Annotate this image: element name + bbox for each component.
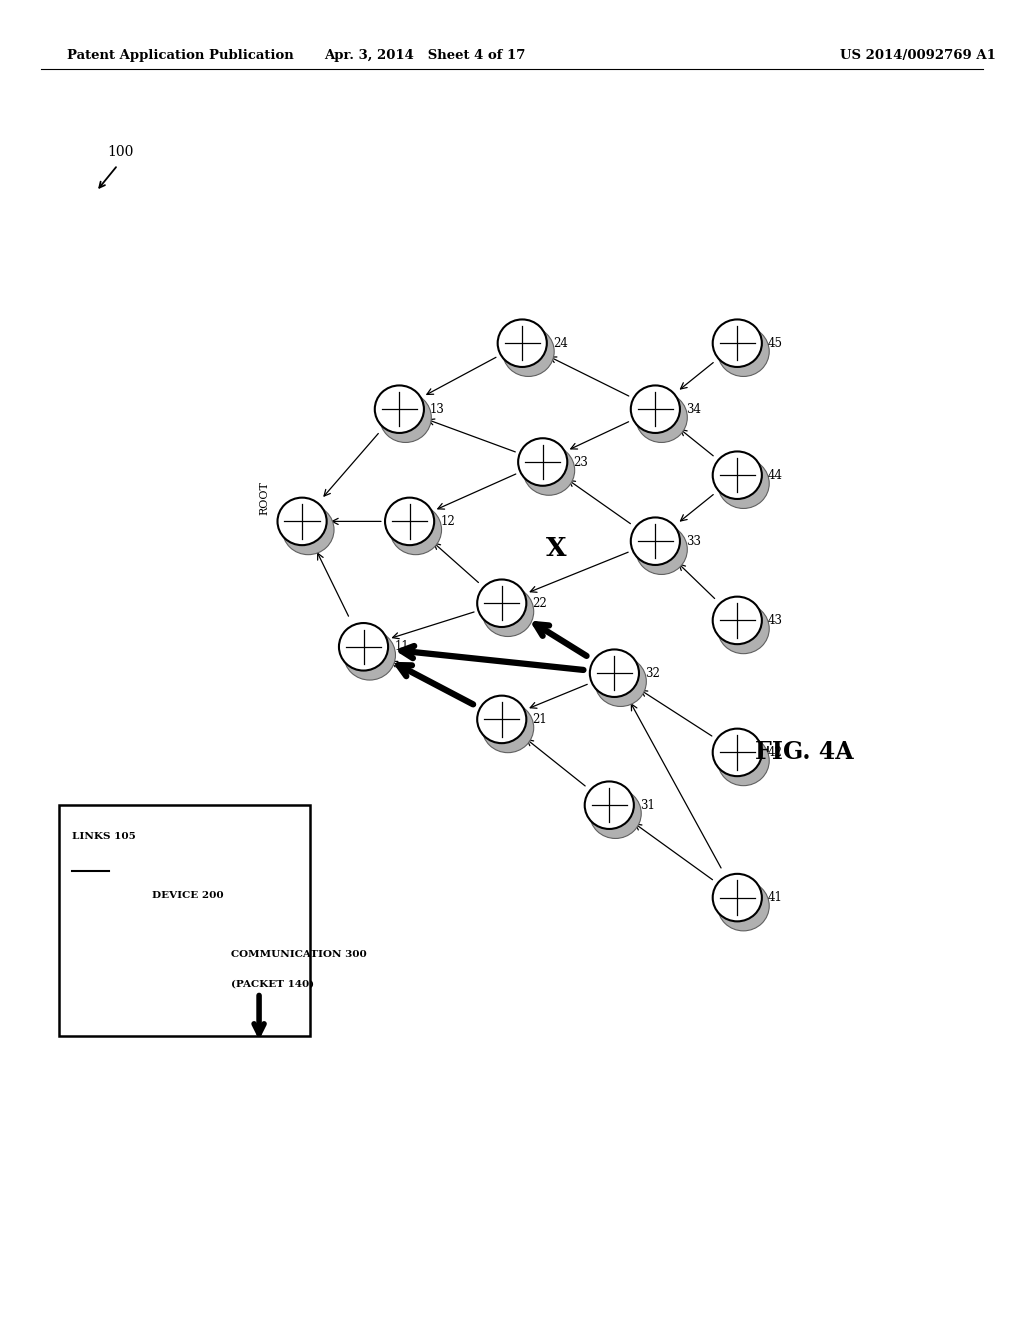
Ellipse shape [344,630,395,680]
Ellipse shape [380,392,431,442]
Text: COMMUNICATION 300: COMMUNICATION 300 [231,950,368,960]
Ellipse shape [150,916,190,953]
Ellipse shape [477,579,526,627]
Ellipse shape [375,385,424,433]
Ellipse shape [482,702,534,752]
Ellipse shape [718,326,769,376]
Text: 23: 23 [573,455,589,469]
Text: Apr. 3, 2014   Sheet 4 of 17: Apr. 3, 2014 Sheet 4 of 17 [325,49,525,62]
Text: ROOT: ROOT [259,480,269,515]
Text: US 2014/0092769 A1: US 2014/0092769 A1 [840,49,995,62]
Text: 45: 45 [768,337,783,350]
Ellipse shape [636,392,687,442]
Ellipse shape [385,498,434,545]
Text: 44: 44 [768,469,783,482]
Ellipse shape [631,385,680,433]
Ellipse shape [390,504,441,554]
Ellipse shape [718,603,769,653]
Text: LINKS 105: LINKS 105 [72,832,135,841]
Text: 33: 33 [686,535,701,548]
Text: X: X [546,536,566,561]
Text: 34: 34 [686,403,701,416]
Ellipse shape [482,586,534,636]
Ellipse shape [498,319,547,367]
Ellipse shape [503,326,554,376]
Ellipse shape [713,319,762,367]
Ellipse shape [718,735,769,785]
Ellipse shape [590,649,639,697]
Text: FIG. 4A: FIG. 4A [755,741,853,764]
Text: 24: 24 [553,337,568,350]
Ellipse shape [718,880,769,931]
Text: Patent Application Publication: Patent Application Publication [67,49,293,62]
Ellipse shape [477,696,526,743]
Ellipse shape [154,921,197,961]
Text: 11: 11 [394,640,409,653]
Text: 41: 41 [768,891,783,904]
Ellipse shape [590,788,641,838]
Text: 13: 13 [430,403,445,416]
Ellipse shape [585,781,634,829]
Ellipse shape [713,874,762,921]
Ellipse shape [339,623,388,671]
FancyBboxPatch shape [59,805,310,1036]
Ellipse shape [713,451,762,499]
Ellipse shape [523,445,574,495]
Text: 32: 32 [645,667,660,680]
Text: 31: 31 [640,799,655,812]
Ellipse shape [283,504,334,554]
Ellipse shape [636,524,687,574]
Ellipse shape [518,438,567,486]
Ellipse shape [631,517,680,565]
Text: 42: 42 [768,746,783,759]
Text: (PACKET 140): (PACKET 140) [231,979,314,989]
Ellipse shape [713,597,762,644]
Ellipse shape [595,656,646,706]
Text: DEVICE 200: DEVICE 200 [152,891,223,900]
Ellipse shape [718,458,769,508]
Text: 100: 100 [108,145,134,158]
Text: 43: 43 [768,614,783,627]
Text: 22: 22 [532,597,547,610]
Ellipse shape [713,729,762,776]
Text: 12: 12 [440,515,455,528]
Text: 21: 21 [532,713,547,726]
Ellipse shape [278,498,327,545]
